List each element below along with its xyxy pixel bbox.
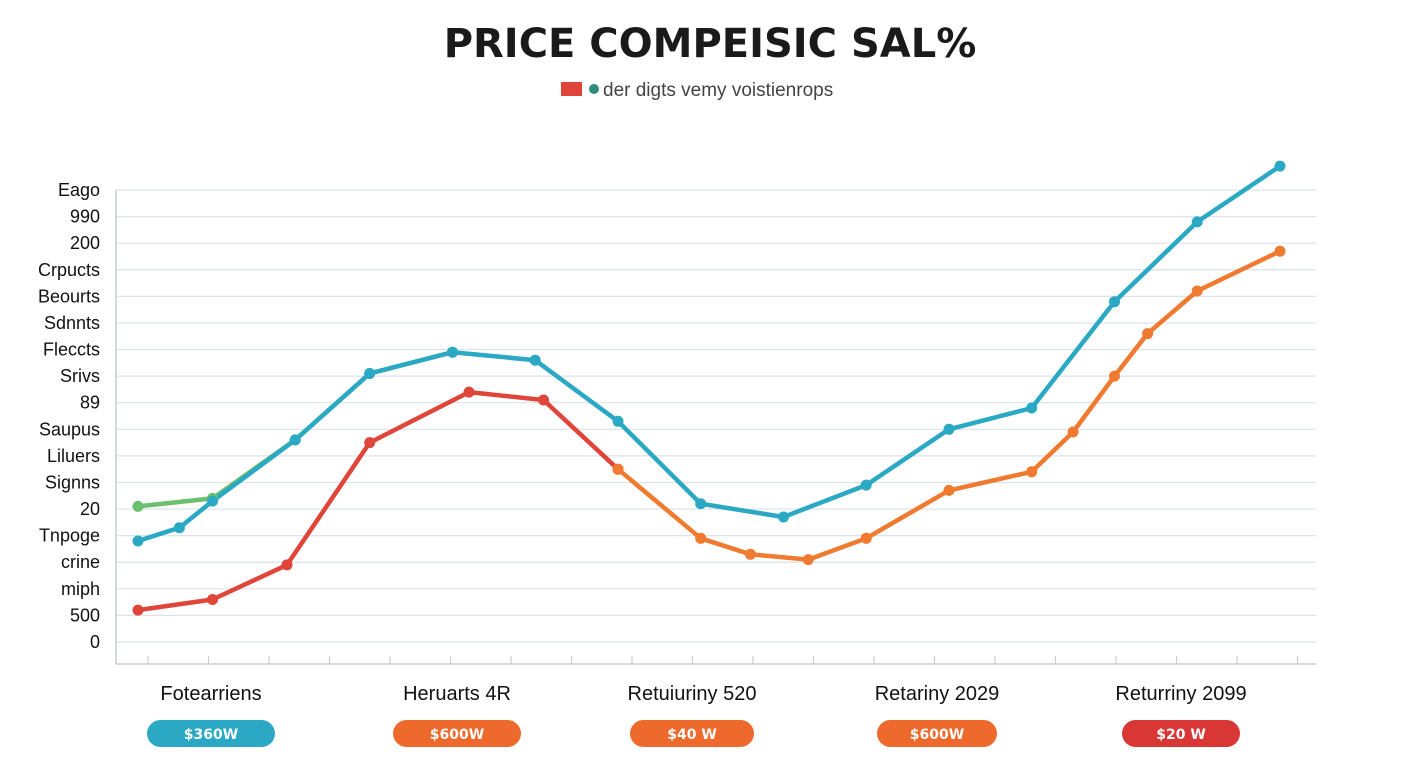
y-tick-label: Eago — [58, 180, 100, 200]
y-tick-label: Fleccts — [43, 340, 100, 360]
y-tick-label: 990 — [70, 207, 100, 227]
data-point — [1026, 402, 1038, 414]
price-badge-text: $600W — [910, 727, 964, 743]
y-tick-label: Srivs — [60, 366, 100, 386]
y-tick-label: crine — [61, 552, 100, 572]
data-point — [289, 434, 301, 446]
y-tick-label: 200 — [70, 233, 100, 253]
legend-swatch-red — [561, 82, 582, 96]
data-point — [695, 532, 707, 544]
category-label: Retuiuriny 520 — [628, 683, 757, 705]
y-tick-label: 0 — [90, 632, 100, 652]
y-tick-label: Crpucts — [38, 260, 100, 280]
series-line — [615, 248, 1283, 562]
y-tick-label: miph — [61, 579, 100, 599]
y-tick-label: 20 — [80, 499, 100, 519]
y-tick-label: Saupus — [39, 419, 100, 439]
data-point — [364, 437, 376, 449]
data-point — [1026, 466, 1038, 478]
data-point — [1191, 285, 1203, 297]
price-badge — [393, 720, 521, 747]
data-point — [1109, 296, 1120, 308]
data-point — [612, 415, 624, 427]
y-tick-label: Signns — [45, 472, 100, 492]
data-point — [1274, 160, 1286, 172]
data-point — [447, 346, 458, 358]
data-point — [612, 463, 624, 475]
series — [132, 160, 1286, 616]
data-point — [364, 368, 376, 379]
data-point — [529, 354, 541, 366]
y-tick-label: Liluers — [47, 446, 100, 466]
data-point — [463, 386, 475, 398]
data-point — [860, 532, 872, 544]
category-label: Retariny 2029 — [875, 683, 1000, 705]
data-point — [778, 511, 789, 523]
data-point — [1067, 426, 1079, 438]
category-label: Fotearriens — [160, 683, 261, 705]
y-tick-label: 89 — [80, 393, 100, 413]
data-point — [132, 535, 144, 547]
data-point — [1274, 245, 1286, 257]
grid — [115, 189, 1316, 665]
y-tick-label: 500 — [70, 605, 100, 625]
y-tick-label: Beourts — [38, 286, 100, 306]
price-badge-text: $20 W — [1156, 727, 1206, 743]
data-point — [132, 500, 144, 512]
data-point — [1191, 216, 1203, 228]
price-badge — [630, 720, 754, 747]
legend: der digts vemy voistienrops — [561, 80, 833, 101]
data-point — [132, 604, 144, 616]
data-point — [744, 548, 756, 560]
y-tick-label: Tnpoge — [39, 526, 100, 546]
legend-swatch-green — [589, 84, 599, 94]
data-point — [802, 554, 814, 566]
data-point — [281, 559, 293, 571]
price-badge-text: $40 W — [667, 727, 717, 743]
data-point — [538, 394, 549, 406]
price-badge — [877, 720, 997, 747]
data-point — [207, 594, 218, 605]
data-point — [173, 522, 185, 534]
category-label: Heruarts 4R — [403, 683, 511, 705]
y-axis-ticks: Eago990200CrpuctsBeourtsSdnntsFlecctsSri… — [38, 180, 100, 652]
data-point — [1109, 370, 1120, 382]
series-line — [135, 163, 1283, 544]
data-point — [860, 479, 872, 491]
data-point — [943, 423, 955, 435]
price-badge-text: $360W — [184, 727, 238, 743]
categories: Fotearriens $360W Heruarts 4R $600W Retuiuri… — [147, 683, 1247, 747]
legend-text: der digts vemy voistienrops — [603, 80, 833, 101]
price-badge — [147, 720, 275, 747]
y-tick-label: Sdnnts — [44, 313, 100, 333]
data-point — [1142, 328, 1154, 340]
chart-title: PRICE COMPEISIC SAL% — [444, 21, 977, 67]
category-label: Returriny 2099 — [1115, 683, 1246, 705]
price-badge — [1122, 720, 1240, 747]
x-axis-ticks — [147, 656, 1299, 664]
price-badge-text: $600W — [430, 727, 484, 743]
data-point — [207, 495, 218, 507]
data-point — [943, 484, 955, 496]
data-point — [695, 498, 707, 510]
